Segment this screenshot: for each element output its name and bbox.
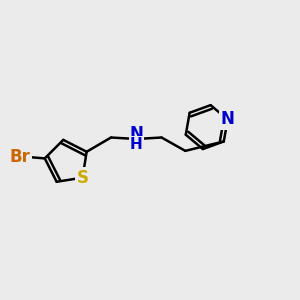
Text: S: S bbox=[76, 169, 88, 187]
Text: H: H bbox=[130, 137, 143, 152]
Text: N: N bbox=[221, 110, 235, 128]
Text: N: N bbox=[129, 124, 143, 142]
Text: Br: Br bbox=[10, 148, 31, 166]
